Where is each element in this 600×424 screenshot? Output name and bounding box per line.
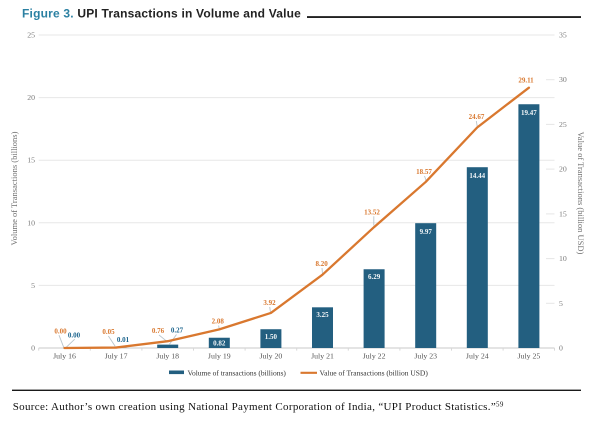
- svg-text:0.82: 0.82: [213, 339, 226, 347]
- svg-text:0.76: 0.76: [152, 327, 165, 335]
- svg-text:July 18: July 18: [156, 352, 179, 361]
- svg-text:35: 35: [559, 31, 567, 40]
- svg-text:July 23: July 23: [414, 352, 437, 361]
- svg-text:14.44: 14.44: [469, 172, 485, 180]
- svg-text:24.67: 24.67: [469, 113, 485, 121]
- svg-text:20: 20: [559, 165, 567, 174]
- svg-text:2.08: 2.08: [212, 318, 225, 326]
- svg-text:0.01: 0.01: [117, 336, 130, 344]
- svg-text:Volume of transactions (billio: Volume of transactions (billions): [188, 368, 287, 377]
- svg-text:Figure 3. UPI Transactions in: Figure 3. UPI Transactions in Volume and…: [22, 7, 301, 21]
- svg-text:0.27: 0.27: [171, 327, 184, 335]
- svg-text:3.92: 3.92: [263, 299, 276, 307]
- svg-text:July 19: July 19: [208, 352, 231, 361]
- svg-text:13.52: 13.52: [364, 209, 380, 217]
- svg-text:0: 0: [31, 344, 35, 353]
- svg-text:3.25: 3.25: [316, 311, 329, 319]
- svg-text:8.20: 8.20: [315, 260, 328, 268]
- svg-text:0: 0: [559, 344, 563, 353]
- svg-text:15: 15: [559, 209, 567, 218]
- svg-text:6.29: 6.29: [368, 273, 381, 281]
- svg-text:18.57: 18.57: [416, 168, 432, 176]
- svg-text:5: 5: [559, 299, 563, 308]
- svg-text:29.11: 29.11: [518, 77, 534, 85]
- svg-text:30: 30: [559, 75, 567, 84]
- svg-text:Volume of Transactions (billio: Volume of Transactions (billions): [9, 131, 19, 245]
- svg-text:25: 25: [27, 31, 35, 40]
- svg-text:0.00: 0.00: [68, 332, 81, 340]
- svg-text:Value of Transactions (billion: Value of Transactions (billion USD): [576, 132, 586, 255]
- svg-text:July 17: July 17: [105, 352, 128, 361]
- svg-text:10: 10: [559, 254, 567, 263]
- svg-text:July 16: July 16: [53, 352, 76, 361]
- svg-text:Source: Author’s own creation: Source: Author’s own creation using Nati…: [13, 401, 504, 414]
- svg-text:July 20: July 20: [260, 352, 283, 361]
- svg-text:25: 25: [559, 120, 567, 129]
- svg-text:0.05: 0.05: [102, 328, 115, 336]
- svg-text:10: 10: [27, 218, 35, 227]
- svg-text:9.97: 9.97: [420, 228, 433, 236]
- svg-text:5: 5: [31, 281, 35, 290]
- svg-text:July 25: July 25: [518, 352, 541, 361]
- svg-text:July 24: July 24: [466, 352, 489, 361]
- svg-text:July 22: July 22: [363, 352, 386, 361]
- svg-text:20: 20: [27, 93, 35, 102]
- svg-text:15: 15: [27, 156, 35, 165]
- svg-text:July 21: July 21: [311, 352, 334, 361]
- svg-text:0.00: 0.00: [54, 328, 67, 336]
- svg-text:19.47: 19.47: [521, 109, 537, 117]
- svg-text:Value of Transactions (billion: Value of Transactions (billion USD): [320, 368, 429, 377]
- svg-text:1.50: 1.50: [265, 333, 278, 341]
